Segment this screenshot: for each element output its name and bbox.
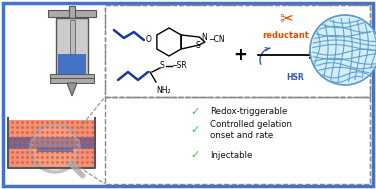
Text: ✓: ✓	[190, 125, 200, 135]
Bar	[50, 74, 94, 79]
Circle shape	[310, 15, 376, 85]
Text: +: +	[233, 46, 247, 64]
Text: ✓: ✓	[190, 150, 200, 160]
Bar	[9, 120, 94, 167]
Text: N: N	[201, 33, 207, 42]
Bar	[56, 18, 88, 78]
Text: O: O	[146, 35, 152, 43]
Text: S: S	[160, 61, 165, 70]
Bar	[48, 10, 96, 17]
Text: ─CN: ─CN	[209, 36, 224, 44]
Bar	[70, 20, 74, 54]
Text: Controlled gelation
onset and rate: Controlled gelation onset and rate	[210, 120, 292, 140]
Bar	[58, 54, 86, 76]
Polygon shape	[67, 83, 77, 96]
Text: Injectable: Injectable	[210, 150, 252, 160]
Text: Redox-triggerable: Redox-triggerable	[210, 108, 287, 116]
Bar	[105, 5, 370, 97]
Text: reductant: reductant	[262, 30, 309, 40]
Text: NH₂: NH₂	[156, 86, 171, 95]
Text: S: S	[196, 41, 200, 50]
Circle shape	[32, 125, 78, 171]
Text: HSR: HSR	[286, 73, 304, 81]
Text: ✓: ✓	[190, 107, 200, 117]
Text: ─SR: ─SR	[172, 61, 187, 70]
Text: ✂: ✂	[279, 9, 293, 27]
Bar	[50, 78, 94, 83]
Bar	[69, 6, 75, 20]
Bar	[9, 137, 94, 149]
Bar	[105, 97, 370, 184]
